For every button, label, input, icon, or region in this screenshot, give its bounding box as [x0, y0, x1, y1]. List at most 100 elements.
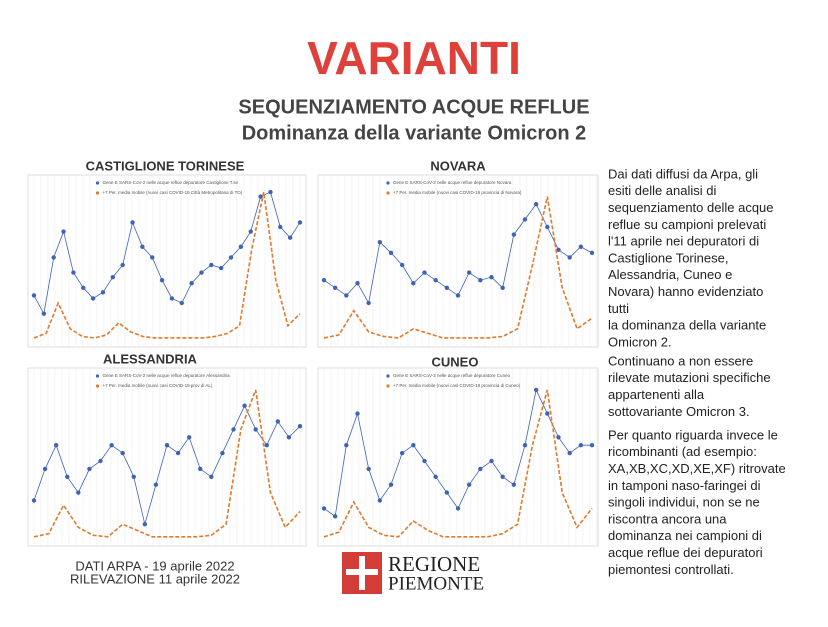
date: RILEVAZIONE 11 aprile 2022	[70, 571, 240, 586]
legend-label: Gene E SARS-CoV-2 nelle acque reflue dep…	[103, 180, 239, 185]
data-point	[100, 290, 106, 295]
data-point	[399, 262, 405, 268]
data-point	[61, 229, 66, 234]
legend-marker	[386, 181, 390, 185]
data-point	[142, 522, 148, 527]
data-point	[500, 474, 505, 479]
data-point	[130, 220, 135, 225]
data-point	[264, 443, 269, 448]
data-point	[589, 250, 595, 256]
data-point	[287, 235, 293, 240]
moving-average	[33, 191, 301, 339]
paragraph-line: riscontra ancora una	[608, 511, 727, 526]
paragraph-line: Castiglione Torinese,	[608, 250, 728, 265]
logo: REGIONE PIEMONTE	[342, 552, 484, 594]
paragraph-line: l'11 aprile nei depuratori di	[608, 234, 759, 249]
data-point	[500, 285, 505, 290]
data-point	[209, 474, 214, 479]
paragraph-line: rilevate mutazioni specifiche	[608, 370, 771, 385]
legend-label: +7 Per. media mobile (nuovi casi COVID-1…	[103, 383, 213, 388]
data-point	[466, 270, 472, 275]
data-point	[388, 250, 394, 256]
data-point	[98, 458, 103, 464]
data-point	[179, 300, 184, 306]
data-point	[110, 274, 116, 280]
data-point	[567, 255, 572, 260]
data-point	[511, 482, 517, 487]
data-point	[169, 296, 175, 301]
data-point	[444, 490, 450, 495]
moving-average	[323, 196, 593, 339]
data-point	[321, 278, 327, 283]
paragraph-line: piemontesi controllati.	[608, 562, 734, 577]
data-point	[489, 274, 494, 280]
paragraph-line: sottovariante Omicron 3.	[608, 404, 750, 419]
legend-label: Gene E SARS-CoV-2 nelle acque reflue dep…	[393, 180, 512, 185]
data-point	[120, 450, 125, 456]
legend-label: +7 Per. media mobile (nuovi casi COVID-1…	[103, 190, 243, 195]
data-point	[545, 411, 550, 416]
data-point	[399, 450, 405, 456]
data-point	[556, 435, 561, 440]
data-point	[81, 285, 86, 290]
chart-title: CASTIGLIONE TORINESE	[86, 158, 245, 173]
data-point	[42, 466, 48, 472]
data-point	[53, 443, 59, 448]
chart-title: CUNEO	[432, 354, 479, 369]
data-point	[51, 255, 56, 260]
legend-marker	[386, 384, 390, 388]
data-point	[344, 293, 349, 298]
data-point	[455, 293, 461, 298]
legend-label: Gene E SARS-CoV-2 nelle acque reflue dep…	[393, 373, 511, 378]
source: DATI ARPA - 19 aprile 2022	[75, 558, 234, 573]
moving-average	[323, 389, 593, 538]
data-point	[198, 466, 203, 472]
data-point	[366, 466, 371, 472]
data-point	[332, 285, 338, 290]
data-point	[209, 262, 214, 268]
data-point	[366, 300, 371, 306]
data-point	[41, 311, 47, 316]
data-point	[489, 458, 494, 464]
data-point	[297, 424, 303, 429]
data-point	[120, 262, 125, 268]
data-point	[567, 450, 572, 456]
data-point	[522, 217, 528, 222]
data-point	[433, 278, 438, 283]
legend-marker	[386, 191, 390, 195]
data-point	[411, 443, 416, 448]
legend-marker	[95, 374, 100, 378]
data-point	[258, 194, 263, 199]
data-point	[286, 435, 292, 440]
data-point	[275, 419, 281, 424]
legend-marker	[386, 374, 390, 378]
series-line	[33, 191, 301, 315]
data-point	[321, 506, 327, 511]
data-point	[478, 466, 483, 472]
data-point	[140, 244, 145, 249]
data-point	[150, 255, 155, 260]
moving-average	[33, 389, 301, 538]
logo-text: REGIONE	[388, 552, 480, 576]
data-point	[433, 474, 438, 479]
chart-title: ALESSANDRIA	[103, 351, 198, 366]
data-point	[248, 229, 253, 234]
paragraph-line: XA,XB,XC,XD,XE,XF) ritrovate	[608, 461, 786, 476]
data-point	[242, 403, 247, 408]
paragraph-line: Dai dati diffusi da Arpa, gli	[608, 166, 758, 181]
subtitle: SEQUENZIAMENTO ACQUE REFLUE	[238, 96, 589, 118]
data-point	[344, 443, 349, 448]
paragraph-line: acque reflue dei depuratori	[608, 545, 763, 560]
paragraph-line: reflue su campioni prelevati	[608, 217, 766, 232]
data-point	[71, 270, 76, 275]
data-point	[228, 255, 234, 260]
data-point	[556, 247, 561, 252]
data-point	[589, 443, 595, 448]
data-point	[578, 244, 584, 249]
data-point	[87, 466, 92, 472]
data-point	[189, 281, 194, 286]
paragraph-line: Novara) hanno evidenziato	[608, 284, 763, 299]
title: VARIANTI	[307, 32, 521, 84]
plot-frame	[317, 367, 599, 547]
